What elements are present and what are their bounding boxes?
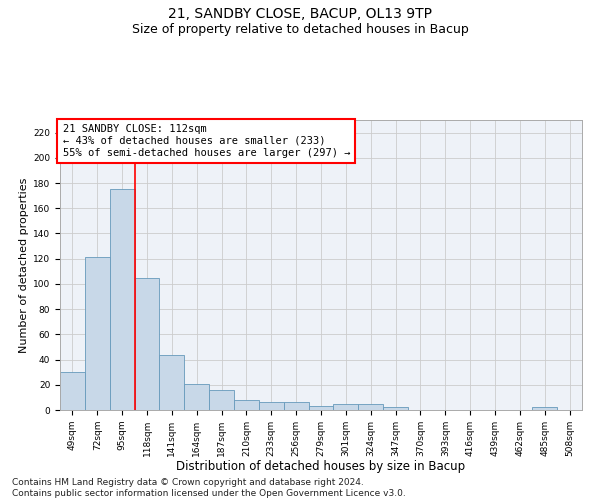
Y-axis label: Number of detached properties: Number of detached properties — [19, 178, 29, 352]
Bar — [334, 404, 358, 410]
Text: 21 SANDBY CLOSE: 112sqm
← 43% of detached houses are smaller (233)
55% of semi-d: 21 SANDBY CLOSE: 112sqm ← 43% of detache… — [62, 124, 350, 158]
X-axis label: Distribution of detached houses by size in Bacup: Distribution of detached houses by size … — [176, 460, 466, 473]
Bar — [134, 278, 160, 410]
Bar — [184, 384, 209, 410]
Bar — [259, 402, 284, 410]
Bar — [85, 258, 110, 410]
Bar — [209, 390, 234, 410]
Bar — [383, 408, 408, 410]
Text: Contains HM Land Registry data © Crown copyright and database right 2024.
Contai: Contains HM Land Registry data © Crown c… — [12, 478, 406, 498]
Bar — [532, 408, 557, 410]
Bar — [60, 372, 85, 410]
Bar — [234, 400, 259, 410]
Text: 21, SANDBY CLOSE, BACUP, OL13 9TP: 21, SANDBY CLOSE, BACUP, OL13 9TP — [168, 8, 432, 22]
Bar — [110, 190, 134, 410]
Bar — [308, 406, 334, 410]
Text: Size of property relative to detached houses in Bacup: Size of property relative to detached ho… — [131, 22, 469, 36]
Bar — [284, 402, 308, 410]
Bar — [160, 354, 184, 410]
Bar — [358, 404, 383, 410]
